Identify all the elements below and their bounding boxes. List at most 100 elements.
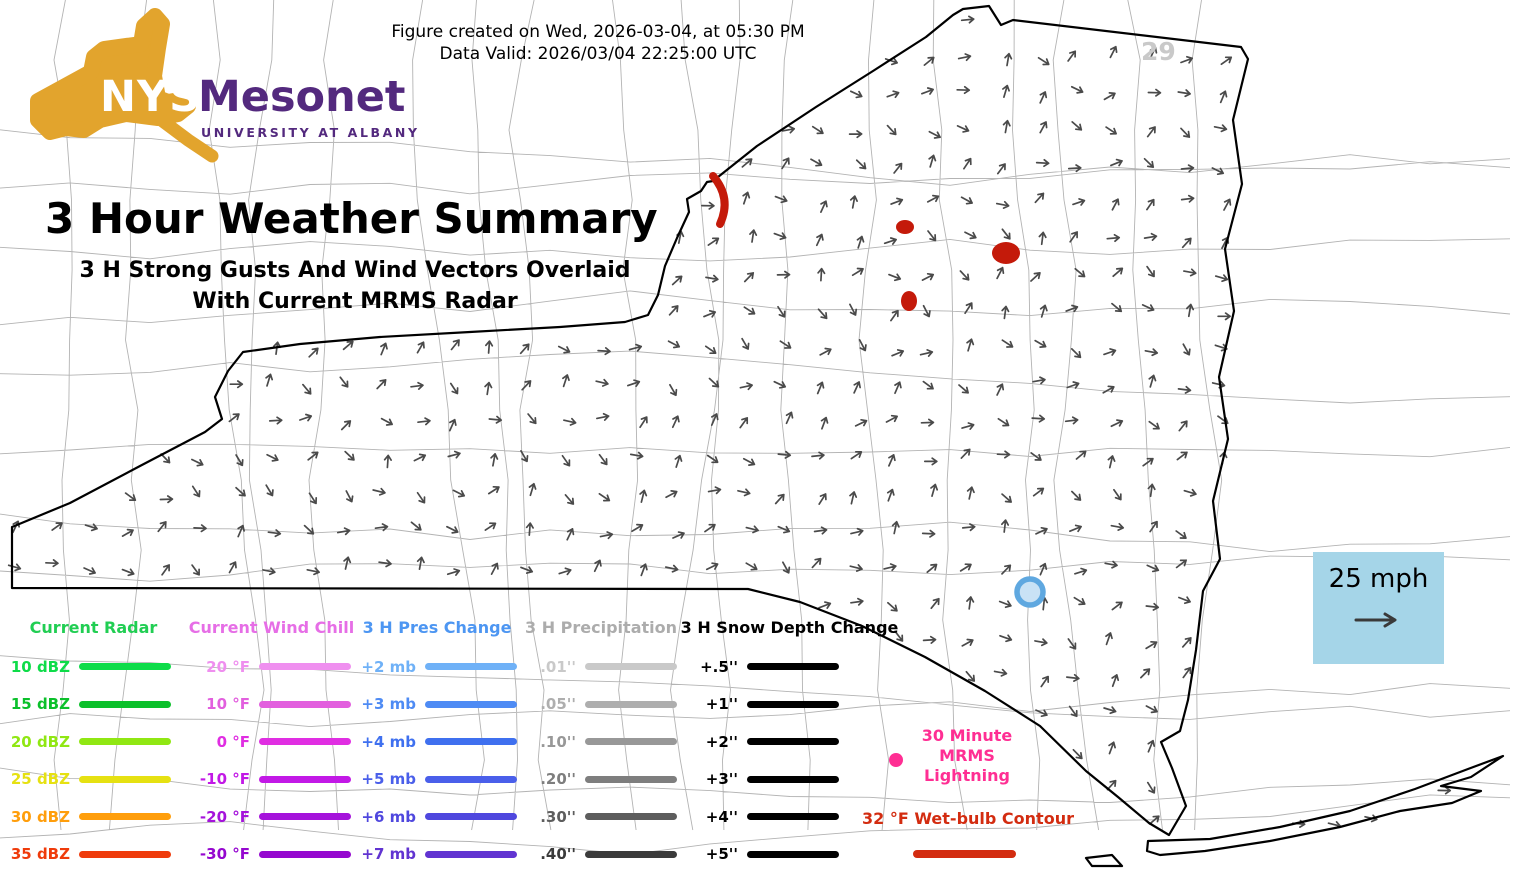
legend-item-swatch xyxy=(259,850,351,858)
legend-item: +4 mb xyxy=(352,723,522,761)
legend-item-label: +.5'' xyxy=(700,657,738,676)
legend-item-label: 35 dBZ xyxy=(10,845,70,864)
legend-item: .40'' xyxy=(516,836,686,874)
legend-item-label: 25 dBZ xyxy=(10,770,70,789)
legend-item-label: +5 mb xyxy=(361,770,416,789)
wetbulb-legend-swatch xyxy=(913,850,1016,858)
county-boundaries xyxy=(0,0,1511,855)
legend-item-label: +3'' xyxy=(705,770,738,789)
wetbulb-legend-label: 32 °F Wet-bulb Contour xyxy=(862,809,1074,828)
logo-mesonet-text: Mesonet xyxy=(198,72,406,122)
legend-item-swatch xyxy=(585,850,677,858)
legend-item-label: -10 °F xyxy=(199,770,250,789)
legend-item: .20'' xyxy=(516,761,686,799)
legend-item-swatch xyxy=(585,738,677,746)
legend-item: .30'' xyxy=(516,798,686,836)
legend-item-swatch xyxy=(79,700,171,708)
legend-column-title: Current Radar xyxy=(29,618,158,637)
legend-item-label: +4 mb xyxy=(361,732,416,751)
legend-item-swatch xyxy=(425,775,517,783)
legend-item: 35 dBZ xyxy=(6,836,181,874)
legend-item-swatch xyxy=(425,813,517,821)
legend-item-label: .30'' xyxy=(540,807,576,826)
logo-university-text: UNIVERSITY AT ALBANY xyxy=(201,125,420,140)
legend-item: .05'' xyxy=(516,686,686,724)
wind-arrows xyxy=(7,15,1452,829)
legend-item-label: 20 °F xyxy=(206,657,250,676)
legend-column-title: 3 H Snow Depth Change xyxy=(680,618,899,637)
legend-item-swatch xyxy=(747,663,839,671)
lightning-legend-line: 30 Minute xyxy=(921,726,1013,745)
legend-item: +1'' xyxy=(672,686,907,724)
legend-item-swatch xyxy=(79,813,171,821)
legend-item: 10 °F xyxy=(184,686,359,724)
lightning-legend-line: MRMS xyxy=(939,746,995,765)
radar-echo-arc xyxy=(709,172,729,228)
legend-column-title: 3 H Pres Change xyxy=(362,618,512,637)
legend-item: +2'' xyxy=(672,723,907,761)
legend-item-swatch xyxy=(747,700,839,708)
legend-item-label: 20 dBZ xyxy=(10,732,70,751)
lightning-legend-dot xyxy=(889,753,903,767)
legend-item-label: -20 °F xyxy=(199,807,250,826)
legend-item-label: 15 dBZ xyxy=(10,695,70,714)
wind-speed-label: 25 mph xyxy=(1328,564,1429,594)
legend-item-swatch xyxy=(425,663,517,671)
legend-item-label: +5'' xyxy=(705,845,738,864)
legend-item-swatch xyxy=(425,850,517,858)
legend-item: 20 °F xyxy=(184,648,359,686)
figure-subtitle-line1: 3 H Strong Gusts And Wind Vectors Overla… xyxy=(79,258,631,283)
lightning-marker xyxy=(1014,576,1046,608)
figure-created-text: Figure created on Wed, 2026-03-04, at 05… xyxy=(391,22,805,42)
legend-item-swatch xyxy=(747,813,839,821)
legend-item: +.5'' xyxy=(672,648,907,686)
legend-item-label: +7 mb xyxy=(361,845,416,864)
legend-item-swatch xyxy=(425,700,517,708)
wind-speed-reference-box: 25 mph xyxy=(1313,552,1444,664)
logo-nys-text: NYS xyxy=(100,72,202,122)
legend-item-swatch xyxy=(259,738,351,746)
wind-reference-arrow-icon xyxy=(1354,612,1396,628)
legend-item: -10 °F xyxy=(184,761,359,799)
legend-column-3-h-snow-depth-change: 3 H Snow Depth Change +.5'' +1'' +2'' +3'' +4… xyxy=(672,618,907,873)
radar-echo-blob xyxy=(896,220,914,234)
state-outline xyxy=(10,4,1505,868)
map-corner-label: 29 xyxy=(1141,37,1176,66)
legend-item-swatch xyxy=(79,738,171,746)
legend-column-3-h-precipitation: 3 H Precipitation .01'' .05'' .10'' .20'' .30… xyxy=(516,618,686,873)
legend-item: 10 dBZ xyxy=(6,648,181,686)
legend-item: +6 mb xyxy=(352,798,522,836)
legend-item-label: .40'' xyxy=(540,845,576,864)
legend-column-title: 3 H Precipitation xyxy=(525,618,677,637)
legend-item-label: 10 °F xyxy=(206,695,250,714)
legend-item: +5'' xyxy=(672,836,907,874)
legend-item: 30 dBZ xyxy=(6,798,181,836)
legend-item: +5 mb xyxy=(352,761,522,799)
legend-item-label: +1'' xyxy=(705,695,738,714)
legend-item-swatch xyxy=(585,775,677,783)
lightning-legend-line: Lightning xyxy=(924,766,1010,785)
legend-item-swatch xyxy=(79,775,171,783)
county-lines xyxy=(0,0,1511,855)
legend-item: 15 dBZ xyxy=(6,686,181,724)
legend-column-title: Current Wind Chill xyxy=(188,618,355,637)
legend-item-label: 0 °F xyxy=(216,732,250,751)
legend-item: +7 mb xyxy=(352,836,522,874)
legend-item-label: .01'' xyxy=(540,657,576,676)
radar-echoes xyxy=(709,172,1020,311)
legend-item-swatch xyxy=(259,775,351,783)
legend-item-label: .10'' xyxy=(540,732,576,751)
legend-item: -20 °F xyxy=(184,798,359,836)
ny-state-logo-shape xyxy=(30,8,219,163)
legend-item-swatch xyxy=(585,663,677,671)
legend-column-3-h-pres-change: 3 H Pres Change +2 mb +3 mb +4 mb +5 mb +6 mb… xyxy=(352,618,522,873)
data-valid-text: Data Valid: 2026/03/04 22:25:00 UTC xyxy=(439,44,757,64)
wind-vector-field xyxy=(7,15,1452,829)
legend-item-label: +2'' xyxy=(705,732,738,751)
legend-column-current-radar: Current Radar 10 dBZ 15 dBZ 20 dBZ 25 dBZ 30 … xyxy=(6,618,181,873)
legend-item-swatch xyxy=(747,775,839,783)
legend-item: 0 °F xyxy=(184,723,359,761)
figure-subtitle-line2: With Current MRMS Radar xyxy=(192,289,518,314)
